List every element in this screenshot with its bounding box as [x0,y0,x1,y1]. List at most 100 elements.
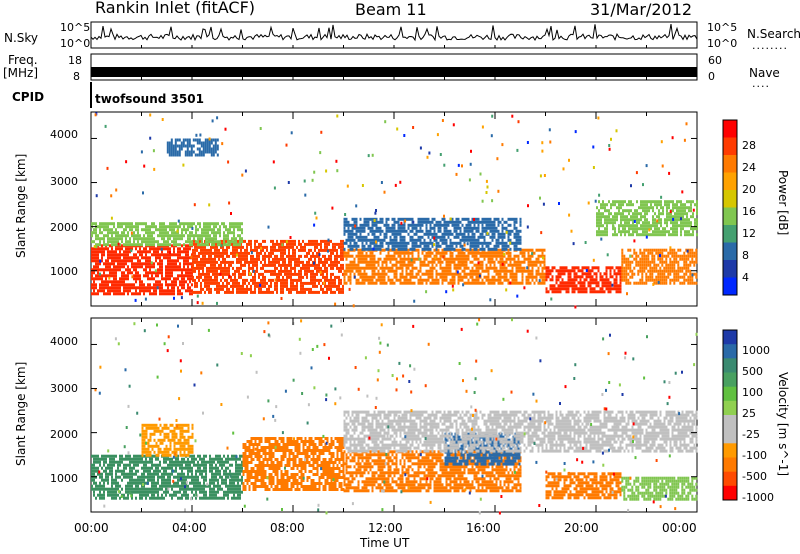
data-cell [99,262,101,265]
data-cell [440,264,442,267]
data-cell [623,255,625,258]
data-cell [153,277,155,280]
data-cell [241,228,243,231]
data-cell [374,224,376,227]
data-cell [336,249,338,252]
data-cell [566,269,568,272]
data-cell [518,270,520,273]
data-cell [500,236,502,239]
data-cell [502,224,504,227]
data-cell [320,285,322,288]
data-cell [224,258,226,261]
data-cell [171,292,173,295]
data-cell [234,285,236,288]
data-cell [282,240,284,243]
data-cell [344,276,346,279]
data-cell [101,277,103,280]
data-cell [161,283,163,286]
data-cell [294,255,296,258]
data-cell [147,283,149,286]
data-cell [316,246,318,249]
data-cell [113,250,115,253]
data-cell [346,273,348,276]
data-cell [654,221,656,224]
data-cell [133,237,135,240]
data-cell [462,255,464,258]
data-cell [652,218,654,221]
data-cell [210,267,212,270]
data-cell [127,250,129,253]
data-cell [402,270,404,273]
data-cell [209,225,211,228]
data-cell [294,270,296,273]
data-cell [204,264,206,267]
data-cell [208,267,210,270]
data-cell [634,212,636,215]
data-cell [109,253,111,256]
data-cell [400,248,402,251]
data-cell [526,266,528,269]
data-cell [107,222,109,225]
data-cell [244,264,246,267]
data-cell [484,239,486,242]
data-cell [452,221,454,224]
data-cell [201,243,203,246]
data-cell [516,276,518,279]
data-cell [420,276,422,279]
data-cell [676,206,678,209]
data-cell [388,258,390,261]
data-cell [167,253,169,256]
data-cell [510,239,512,242]
data-cell [272,249,274,252]
data-cell [264,258,266,261]
data-cell [254,288,256,291]
data-cell [241,231,243,234]
data-cell [97,259,99,262]
data-cell [250,243,252,246]
data-cell [111,289,113,292]
data-cell [616,200,618,203]
data-cell [125,222,127,225]
data-cell [177,286,179,289]
data-cell [274,270,276,273]
data-cell [546,275,548,278]
data-cell [326,270,328,273]
data-cell [260,273,262,276]
data-cell [620,218,622,221]
data-cell [145,262,147,265]
data-cell [225,237,227,240]
data-cell [402,239,404,242]
data-cell [683,255,685,258]
data-cell [193,222,195,225]
data-cell [137,259,139,262]
data-cell [520,242,522,245]
data-cell [685,267,687,270]
data-cell [187,139,189,142]
data-cell [408,282,410,285]
data-cell [681,276,683,279]
data-cell [175,151,177,154]
data-cell [236,285,238,288]
data-cell [298,276,300,279]
data-cell [472,255,474,258]
data-cell [514,227,516,230]
data-cell [625,258,627,261]
data-cell [470,245,472,248]
data-cell [232,261,234,264]
data-cell [681,282,683,285]
data-cell [167,151,169,154]
data-cell [661,258,663,261]
data-cell [502,248,504,251]
data-cell [445,290,447,293]
data-cell [187,151,189,154]
data-cell [324,246,326,249]
data-cell [554,290,556,293]
data-cell [139,262,141,265]
data-cell [696,206,698,209]
data-cell [366,261,368,264]
data-cell [642,200,644,203]
data-cell [175,225,177,228]
data-cell [368,227,370,230]
data-cell [600,290,602,293]
data-cell [414,258,416,261]
